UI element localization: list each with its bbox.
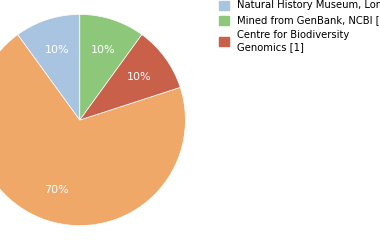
Wedge shape [80, 14, 142, 120]
Legend: Canadian Centre for DNA
Barcoding [7], Natural History Museum, London [1], Mined: Canadian Centre for DNA Barcoding [7], N… [217, 0, 380, 54]
Wedge shape [0, 35, 185, 226]
Wedge shape [80, 35, 180, 120]
Text: 10%: 10% [44, 45, 69, 55]
Wedge shape [18, 14, 80, 120]
Text: 10%: 10% [90, 45, 115, 55]
Text: 70%: 70% [44, 185, 69, 195]
Text: 10%: 10% [127, 72, 152, 82]
